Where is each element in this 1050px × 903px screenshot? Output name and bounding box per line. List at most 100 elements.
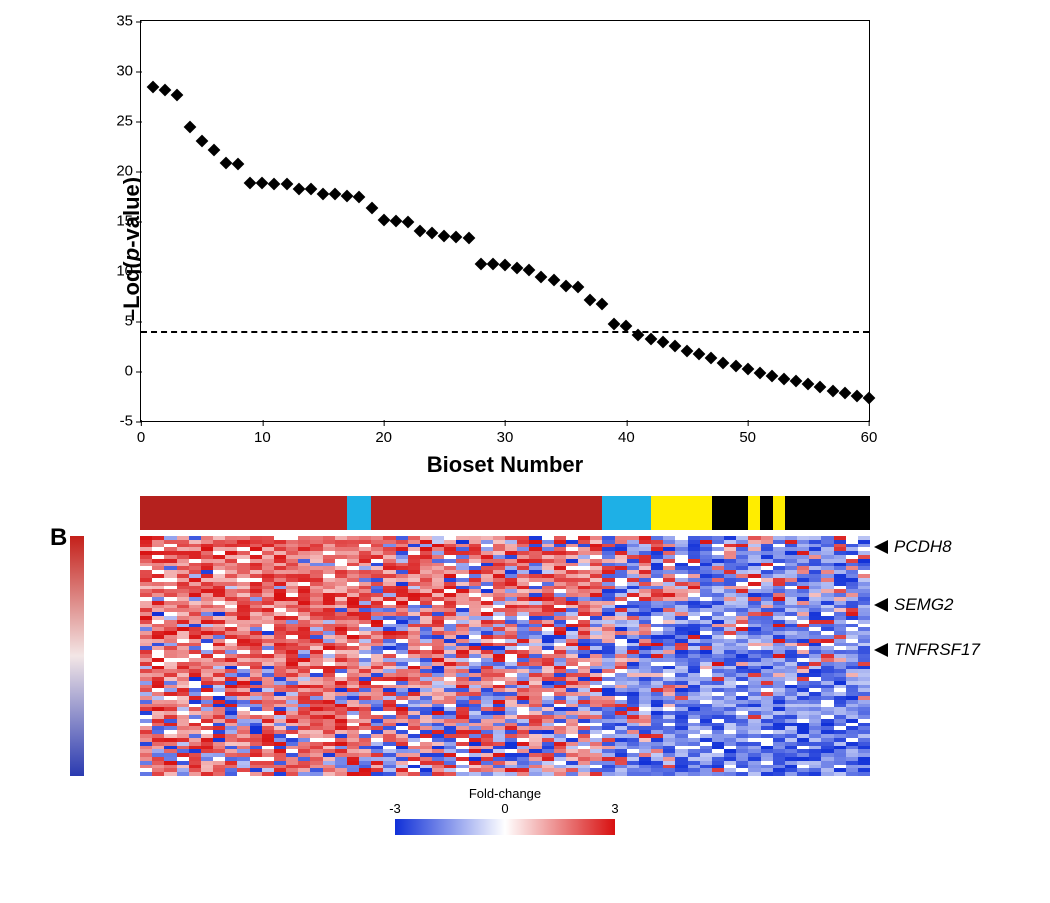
x-tick: 40 xyxy=(618,421,635,446)
heatmap-cell xyxy=(700,772,712,776)
heatmap-cell xyxy=(736,772,748,776)
data-point xyxy=(717,357,730,370)
data-point xyxy=(402,216,415,229)
heatmap-cell xyxy=(554,772,566,776)
data-point xyxy=(377,214,390,227)
data-point xyxy=(802,378,815,391)
data-point xyxy=(486,258,499,271)
heatmap-cell xyxy=(274,772,286,776)
heatmap-cell xyxy=(335,772,347,776)
data-point xyxy=(863,392,876,405)
data-point xyxy=(656,336,669,349)
heatmap-cell xyxy=(310,772,322,776)
fold-change-title: Fold-change xyxy=(140,786,870,801)
x-tick: 0 xyxy=(137,421,145,446)
data-point xyxy=(693,348,706,361)
heatmap-cell xyxy=(566,772,578,776)
heatmap-cell xyxy=(152,772,164,776)
x-tick: 10 xyxy=(254,421,271,446)
heatmap-cell xyxy=(177,772,189,776)
strip-segment xyxy=(773,496,785,530)
scatter-chart: –Log(p-value) -505101520253035 010203040… xyxy=(140,20,870,478)
data-point xyxy=(826,385,839,398)
data-point xyxy=(790,375,803,388)
data-point xyxy=(644,333,657,346)
data-point xyxy=(353,191,366,204)
heatmap-cell xyxy=(420,772,432,776)
gene-label: PCDH8 xyxy=(870,537,952,557)
strip-segment xyxy=(760,496,772,530)
y-tick: 25 xyxy=(116,113,141,130)
strip-segment xyxy=(347,496,371,530)
data-point xyxy=(329,188,342,201)
heatmap-grid xyxy=(140,536,870,776)
data-point xyxy=(171,89,184,102)
strip-segment xyxy=(748,496,760,530)
x-tick: 60 xyxy=(861,421,878,446)
heatmap-cell xyxy=(590,772,602,776)
data-point xyxy=(450,231,463,244)
heatmap-cell xyxy=(834,772,846,776)
y-tick: 15 xyxy=(116,213,141,230)
heatmap-cell xyxy=(651,772,663,776)
heatmap-cell xyxy=(371,772,383,776)
heatmap-cell xyxy=(250,772,262,776)
data-point xyxy=(365,202,378,215)
strip-segment xyxy=(602,496,651,530)
heatmap-cell xyxy=(675,772,687,776)
heatmap-cell xyxy=(712,772,724,776)
data-point xyxy=(523,264,536,277)
heatmap-cell xyxy=(323,772,335,776)
fold-change-legend: Fold-change -303 xyxy=(140,786,870,835)
heatmap-cell xyxy=(529,772,541,776)
data-point xyxy=(414,225,427,238)
data-point xyxy=(147,81,160,94)
data-point xyxy=(183,121,196,134)
data-point xyxy=(389,215,402,228)
data-point xyxy=(426,227,439,240)
data-point xyxy=(268,178,281,191)
strip-segment xyxy=(371,496,602,530)
heatmap-cell xyxy=(140,772,152,776)
data-point xyxy=(596,298,609,311)
gene-label: TNFRSF17 xyxy=(870,640,980,660)
data-point xyxy=(232,158,245,171)
data-point xyxy=(511,262,524,275)
data-point xyxy=(584,294,597,307)
data-point xyxy=(220,157,233,170)
y-tick: 0 xyxy=(125,363,141,380)
strip-segment xyxy=(712,496,749,530)
heatmap-cell xyxy=(809,772,821,776)
heatmap-cell xyxy=(383,772,395,776)
fc-tick: 0 xyxy=(501,801,508,816)
heatmap-cell xyxy=(408,772,420,776)
data-point xyxy=(814,381,827,394)
data-point xyxy=(729,360,742,373)
figure-container: –Log(p-value) -505101520253035 010203040… xyxy=(20,20,1030,835)
heatmap-cell xyxy=(748,772,760,776)
heatmap-cell xyxy=(505,772,517,776)
heatmap-cell xyxy=(286,772,298,776)
bioset-category-strip xyxy=(140,496,870,530)
heatmap-cell xyxy=(542,772,554,776)
heatmap-cell xyxy=(517,772,529,776)
heatmap-cell xyxy=(688,772,700,776)
data-point xyxy=(292,183,305,196)
data-point xyxy=(850,390,863,403)
heatmap-cell xyxy=(773,772,785,776)
x-axis-label: Bioset Number xyxy=(140,452,870,478)
heatmap-cell xyxy=(237,772,249,776)
data-point xyxy=(499,259,512,272)
heatmap-cell xyxy=(432,772,444,776)
heatmap-cell xyxy=(481,772,493,776)
heatmap-cell xyxy=(846,772,858,776)
heatmap-block: B 63 TGx-DDI Biomarker Genes PCDH8SEMG2T… xyxy=(140,536,870,776)
heatmap-cell xyxy=(298,772,310,776)
y-tick: 20 xyxy=(116,163,141,180)
vertical-colorbar xyxy=(70,536,84,776)
data-point xyxy=(535,271,548,284)
heatmap-cell xyxy=(396,772,408,776)
heatmap-cell xyxy=(164,772,176,776)
data-point xyxy=(317,188,330,201)
data-point xyxy=(778,373,791,386)
